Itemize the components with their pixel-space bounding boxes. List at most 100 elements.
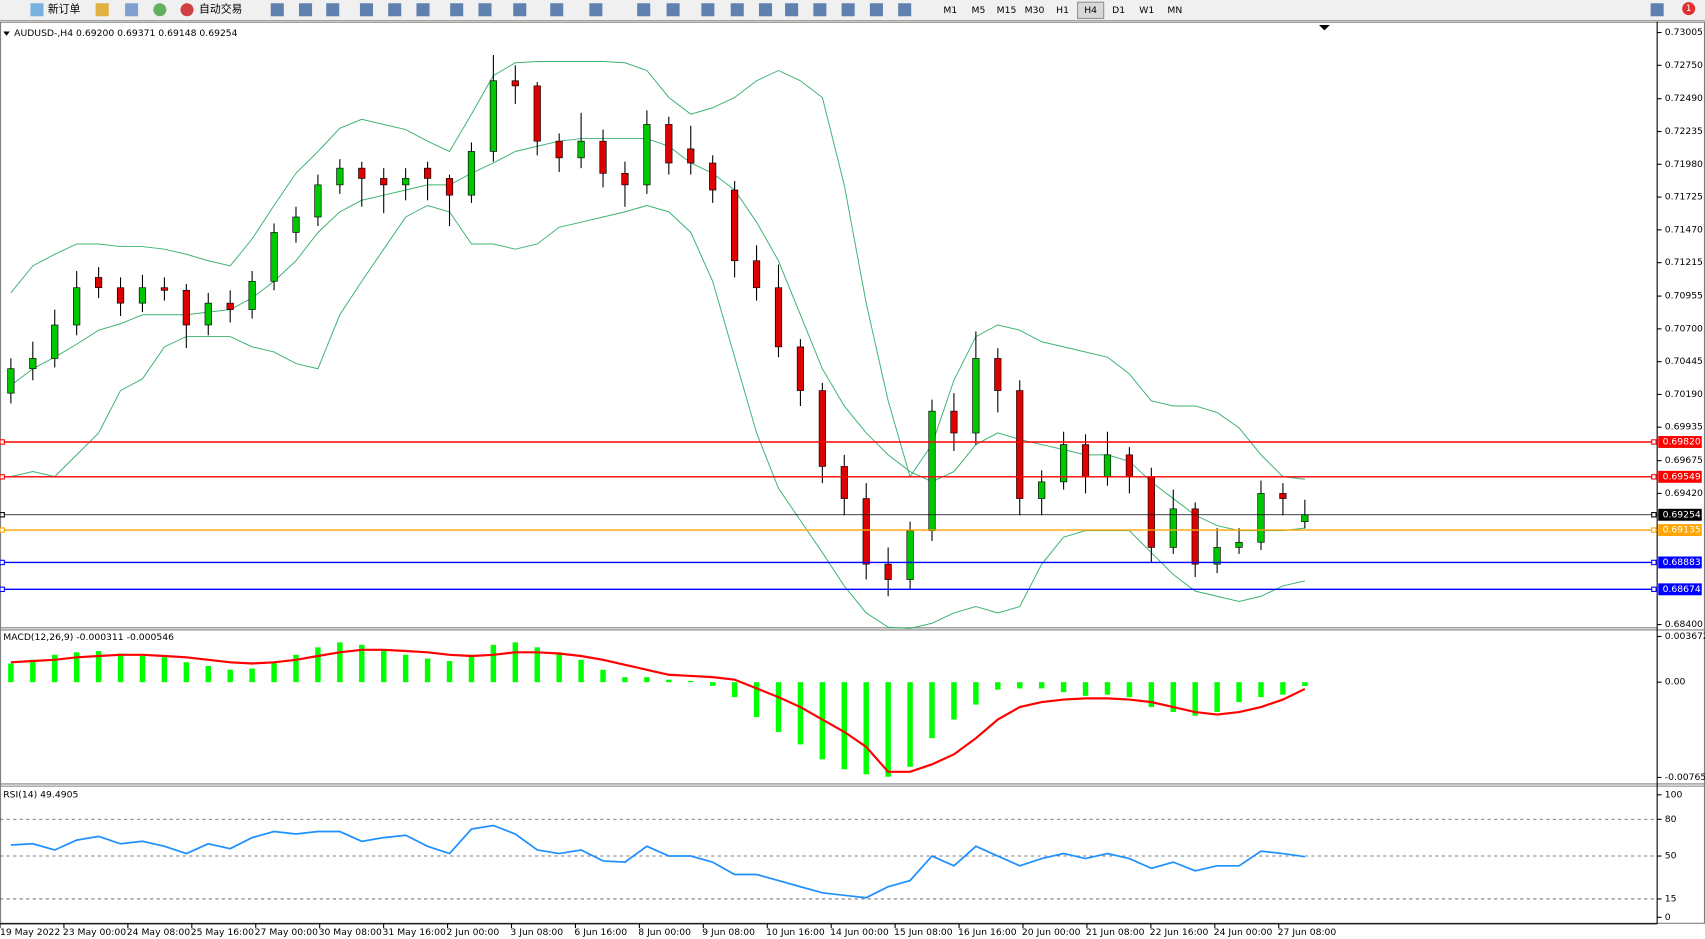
timeframe-label[interactable]: M30 (1025, 5, 1045, 16)
candle-body (687, 148, 695, 164)
timeframe-label[interactable]: H1 (1056, 5, 1069, 16)
auto-trading[interactable]: 自动交易 (199, 2, 242, 16)
macd-bar (1214, 682, 1220, 713)
chart-frame (0, 21, 1705, 924)
macd-bar (600, 669, 606, 683)
icon[interactable] (637, 3, 651, 17)
timeframe-button[interactable] (1133, 2, 1160, 19)
candle-body (138, 287, 147, 304)
macd-bar (1280, 682, 1286, 695)
icon[interactable] (666, 3, 680, 17)
macd-bar (863, 682, 869, 775)
icon[interactable] (758, 3, 773, 17)
date-label: 3 Jun 08:00 (510, 927, 563, 938)
macd-bar (73, 652, 80, 683)
timeframe-label[interactable]: M1 (943, 5, 957, 16)
level-label-bg (1658, 436, 1702, 448)
icon[interactable] (701, 3, 715, 17)
level-anchor (0, 512, 5, 518)
timeframe-button[interactable] (1077, 1, 1105, 19)
icon[interactable] (450, 3, 464, 17)
candle-body (774, 287, 783, 348)
candle-body (796, 346, 805, 391)
icon[interactable] (785, 3, 799, 17)
date-label: 24 May 08:00 (127, 927, 190, 938)
timeframe-button[interactable] (937, 2, 964, 19)
candle-body (7, 368, 15, 394)
timeframe-button[interactable] (1105, 2, 1132, 19)
date-label: 10 Jun 16:00 (766, 927, 825, 938)
icon[interactable] (813, 3, 827, 17)
new-order-icon[interactable] (30, 3, 44, 17)
macd-bar (797, 682, 804, 745)
timeframe-button[interactable] (993, 2, 1020, 19)
icon[interactable] (869, 3, 883, 17)
level-anchor (1651, 559, 1657, 566)
macd-bar (315, 647, 321, 683)
search-icon[interactable] (1650, 3, 1664, 17)
candle-body (928, 410, 936, 532)
macd-bar (995, 682, 1001, 690)
icon[interactable] (125, 3, 139, 17)
timeframe-label[interactable]: M15 (997, 5, 1017, 16)
candle-body (1191, 508, 1199, 565)
icon[interactable] (478, 3, 492, 17)
candle-body (752, 260, 761, 289)
macd-bar (731, 682, 738, 698)
timeframe-label[interactable]: H4 (1084, 5, 1097, 16)
candle-body (182, 289, 190, 326)
icon[interactable] (388, 3, 402, 17)
shift-marker (1318, 24, 1330, 31)
macd-bar (951, 682, 957, 720)
candle-body (599, 140, 607, 174)
notification-count: 1 (1686, 4, 1692, 14)
icon[interactable] (841, 3, 855, 17)
icon[interactable] (730, 3, 744, 17)
date-label: 19 May 2022 (0, 927, 60, 938)
notification-badge[interactable] (1682, 2, 1696, 16)
timeframe-label[interactable]: M5 (971, 5, 985, 16)
candle-body (1038, 481, 1046, 499)
macd-bar (1192, 682, 1198, 716)
candle-body (226, 302, 234, 310)
tool-icons (270, 3, 1664, 17)
icon[interactable] (416, 3, 430, 17)
level-label-bg (1658, 556, 1702, 569)
icon[interactable] (153, 3, 167, 17)
dropdown[interactable] (3, 31, 10, 36)
macd-bar (929, 682, 935, 739)
candle-body (884, 563, 892, 580)
price-tick-label: 0.72490 (1665, 93, 1703, 104)
icon[interactable] (299, 3, 313, 17)
icon[interactable] (95, 3, 109, 17)
macd-tick-label: 0.00 (1665, 677, 1686, 688)
icon[interactable] (550, 3, 564, 17)
timeframe-label[interactable]: MN (1167, 5, 1182, 16)
icon[interactable] (898, 3, 912, 17)
icon[interactable] (359, 3, 373, 17)
price-tick-label: 0.71215 (1665, 257, 1703, 268)
macd-bar (709, 682, 716, 686)
icon[interactable] (270, 3, 284, 17)
icon[interactable] (513, 3, 527, 17)
candle-body (380, 178, 388, 186)
macd-bar (841, 682, 847, 770)
timeframe-button[interactable] (1161, 2, 1188, 19)
timeframe-button[interactable] (1021, 2, 1048, 19)
timeframe-button[interactable] (965, 2, 992, 19)
date-label: 25 May 16:00 (191, 927, 254, 938)
auto-trading-icon[interactable] (180, 3, 194, 17)
date-label: 23 May 00:00 (63, 927, 126, 938)
timeframe-label[interactable]: D1 (1112, 5, 1125, 16)
macd-bar (1060, 682, 1067, 693)
level-anchor (1651, 586, 1657, 593)
candle-body (862, 498, 870, 565)
timeframe-button[interactable] (1049, 2, 1076, 19)
level-label-bg (1658, 583, 1702, 596)
new-order[interactable]: 新订单 (48, 2, 81, 16)
date-label: 24 Jun 00:00 (1214, 927, 1273, 938)
timeframe-label[interactable]: W1 (1139, 5, 1154, 16)
icon[interactable] (326, 3, 340, 17)
icon[interactable] (589, 3, 603, 17)
candle-body (643, 124, 651, 186)
